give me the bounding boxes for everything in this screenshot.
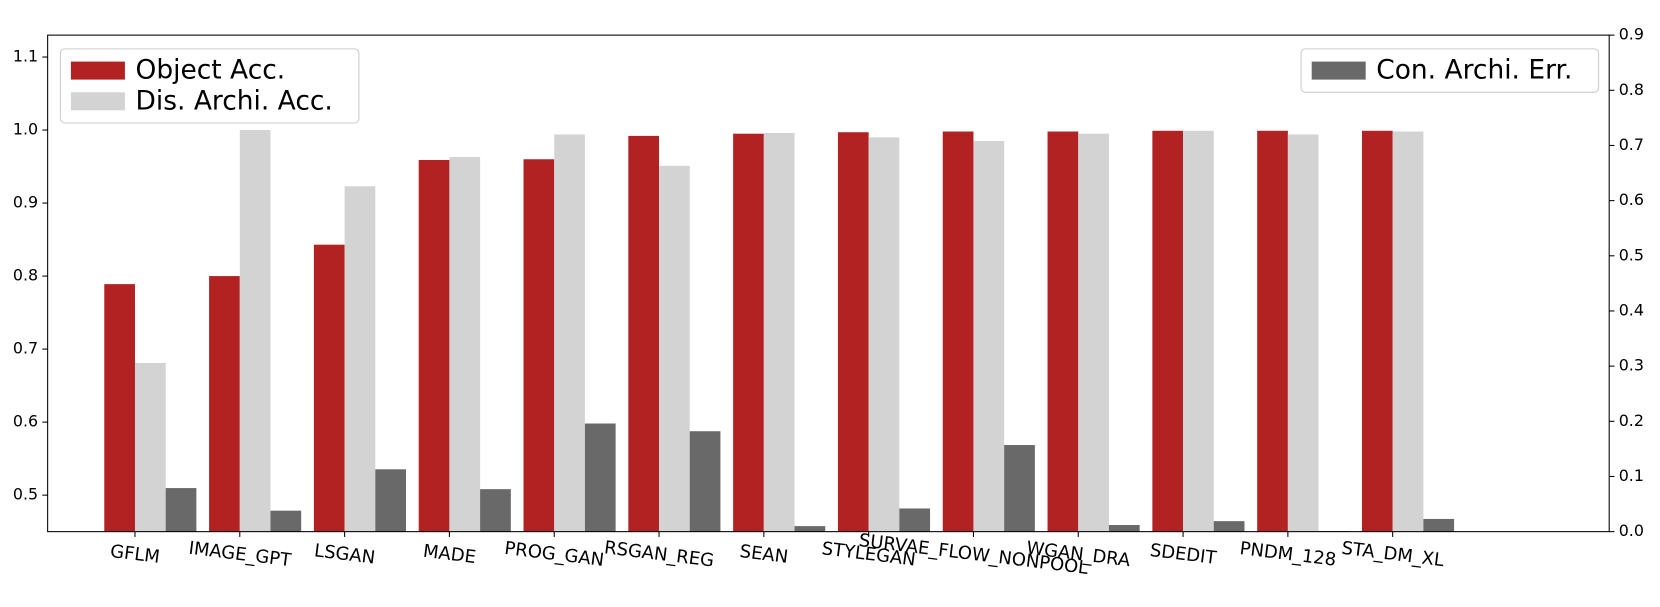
y-tick-label: 0.7 [13,339,38,358]
y2-tick-label: 0.4 [1619,300,1644,319]
y-tick-label: 1.0 [13,120,38,139]
bar [584,423,616,532]
bar [523,159,555,532]
bar [794,526,826,532]
bar [449,157,481,532]
bar [1004,445,1035,532]
bar [1078,133,1109,532]
plot-frame [47,34,1610,533]
legend-label: Dis. Archi. Acc. [136,85,333,116]
legend: Object Acc.Dis. Archi. Acc. [59,48,360,124]
bar [1257,130,1288,532]
bar [1423,518,1455,532]
y-tick-label: 0.5 [13,485,38,504]
legend-label: Object Acc. [136,55,286,86]
legend-swatch [70,92,125,111]
bar [554,134,585,532]
x-tick-label: GFLM [109,541,161,568]
legend-frame [59,48,360,124]
bar [1392,131,1424,532]
bar [1047,131,1079,532]
bar [418,159,450,532]
y-tick-label: 1.1 [13,47,38,66]
y-tick-label: 0.9 [13,193,38,212]
x-tick-label: STA_DM_XL [1340,538,1445,571]
x-tick-label: PROG_GAN [503,538,605,571]
bar [837,132,869,532]
bar [239,130,271,532]
bar [1287,134,1319,532]
bar [973,141,1005,532]
y2-tick-label: 0.1 [1619,466,1644,485]
y2-tick-label: 0.9 [1619,25,1644,44]
bar [899,508,931,532]
legend-swatch [1311,61,1366,80]
bar [628,135,660,532]
bar [165,488,197,532]
y2-tick-label: 0.2 [1619,411,1644,430]
x-tick-label: RSGAN_REG [603,537,715,571]
bar [763,132,795,532]
legend-frame [1300,48,1600,93]
y2-tick-label: 0.8 [1619,80,1644,99]
legend-label: Con. Archi. Err. [1376,55,1572,86]
bar [1213,521,1245,532]
y2-tick-label: 0.3 [1619,356,1644,375]
bar [1361,130,1393,532]
bar [689,431,721,532]
bar [270,510,302,532]
bar [1152,130,1184,532]
x-tick-label: PNDM_128 [1239,538,1338,571]
bar [134,362,166,532]
legend-swatch [70,61,125,80]
y2-tick-label: 0.7 [1619,135,1644,154]
x-tick-label: IMAGE_GPT [188,538,294,572]
bar [104,284,135,532]
x-tick-label: SDEDIT [1149,540,1219,569]
bar [375,469,407,532]
x-tick-label: MADE [422,541,477,568]
x-tick-label: LSGAN [313,540,376,568]
bar [1183,130,1214,532]
bar [313,244,345,532]
y-tick-label: 0.6 [13,412,38,431]
bar [480,489,511,532]
bar [868,137,900,532]
x-tick-label: SEAN [739,541,790,568]
bar [1108,525,1140,532]
y2-tick-label: 0.5 [1619,245,1644,264]
bar [344,186,376,532]
bar [733,133,764,532]
y2-tick-label: 0.0 [1619,521,1644,540]
bar [942,131,974,532]
legend: Con. Archi. Err. [1300,48,1600,93]
y2-tick-label: 0.6 [1619,190,1644,209]
y-tick-label: 0.8 [13,266,38,285]
bar [209,276,240,532]
bar [659,165,690,532]
